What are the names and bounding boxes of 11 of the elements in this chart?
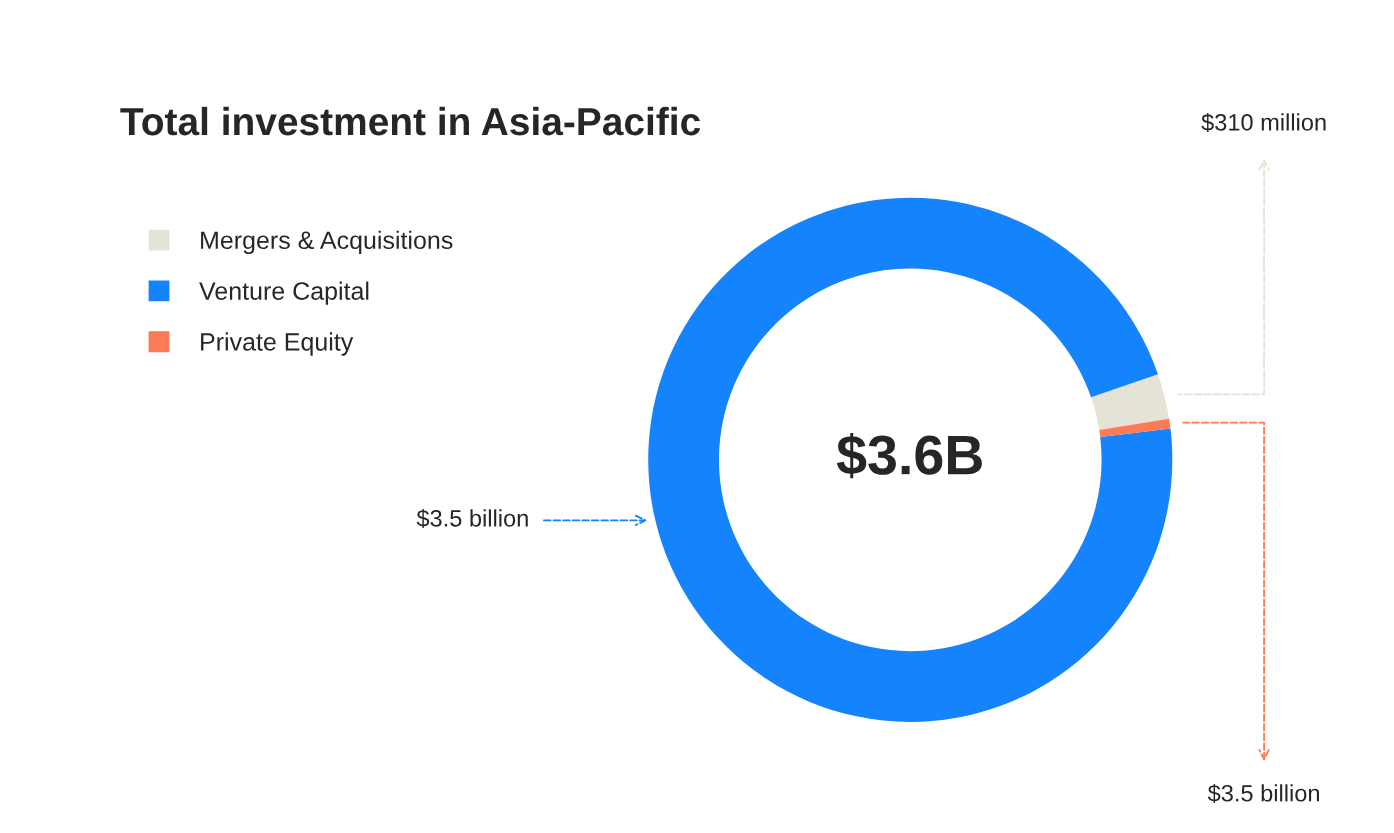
chart-title: Total investment in Asia-Pacific (120, 106, 701, 136)
text: $310 million (1201, 112, 1326, 133)
legend-label: Private Equity (201, 332, 354, 356)
donut-slice (648, 197, 1173, 722)
text: $3.5 billion (416, 508, 528, 529)
text: $3.5 billion (1207, 783, 1319, 804)
text: $3.6B (836, 432, 982, 479)
donut-slice (1099, 418, 1171, 438)
legend-label: Mergers & Acquisitions (201, 230, 453, 255)
legend-label: Venture Capital (199, 281, 369, 305)
donut-slice (1091, 374, 1170, 430)
